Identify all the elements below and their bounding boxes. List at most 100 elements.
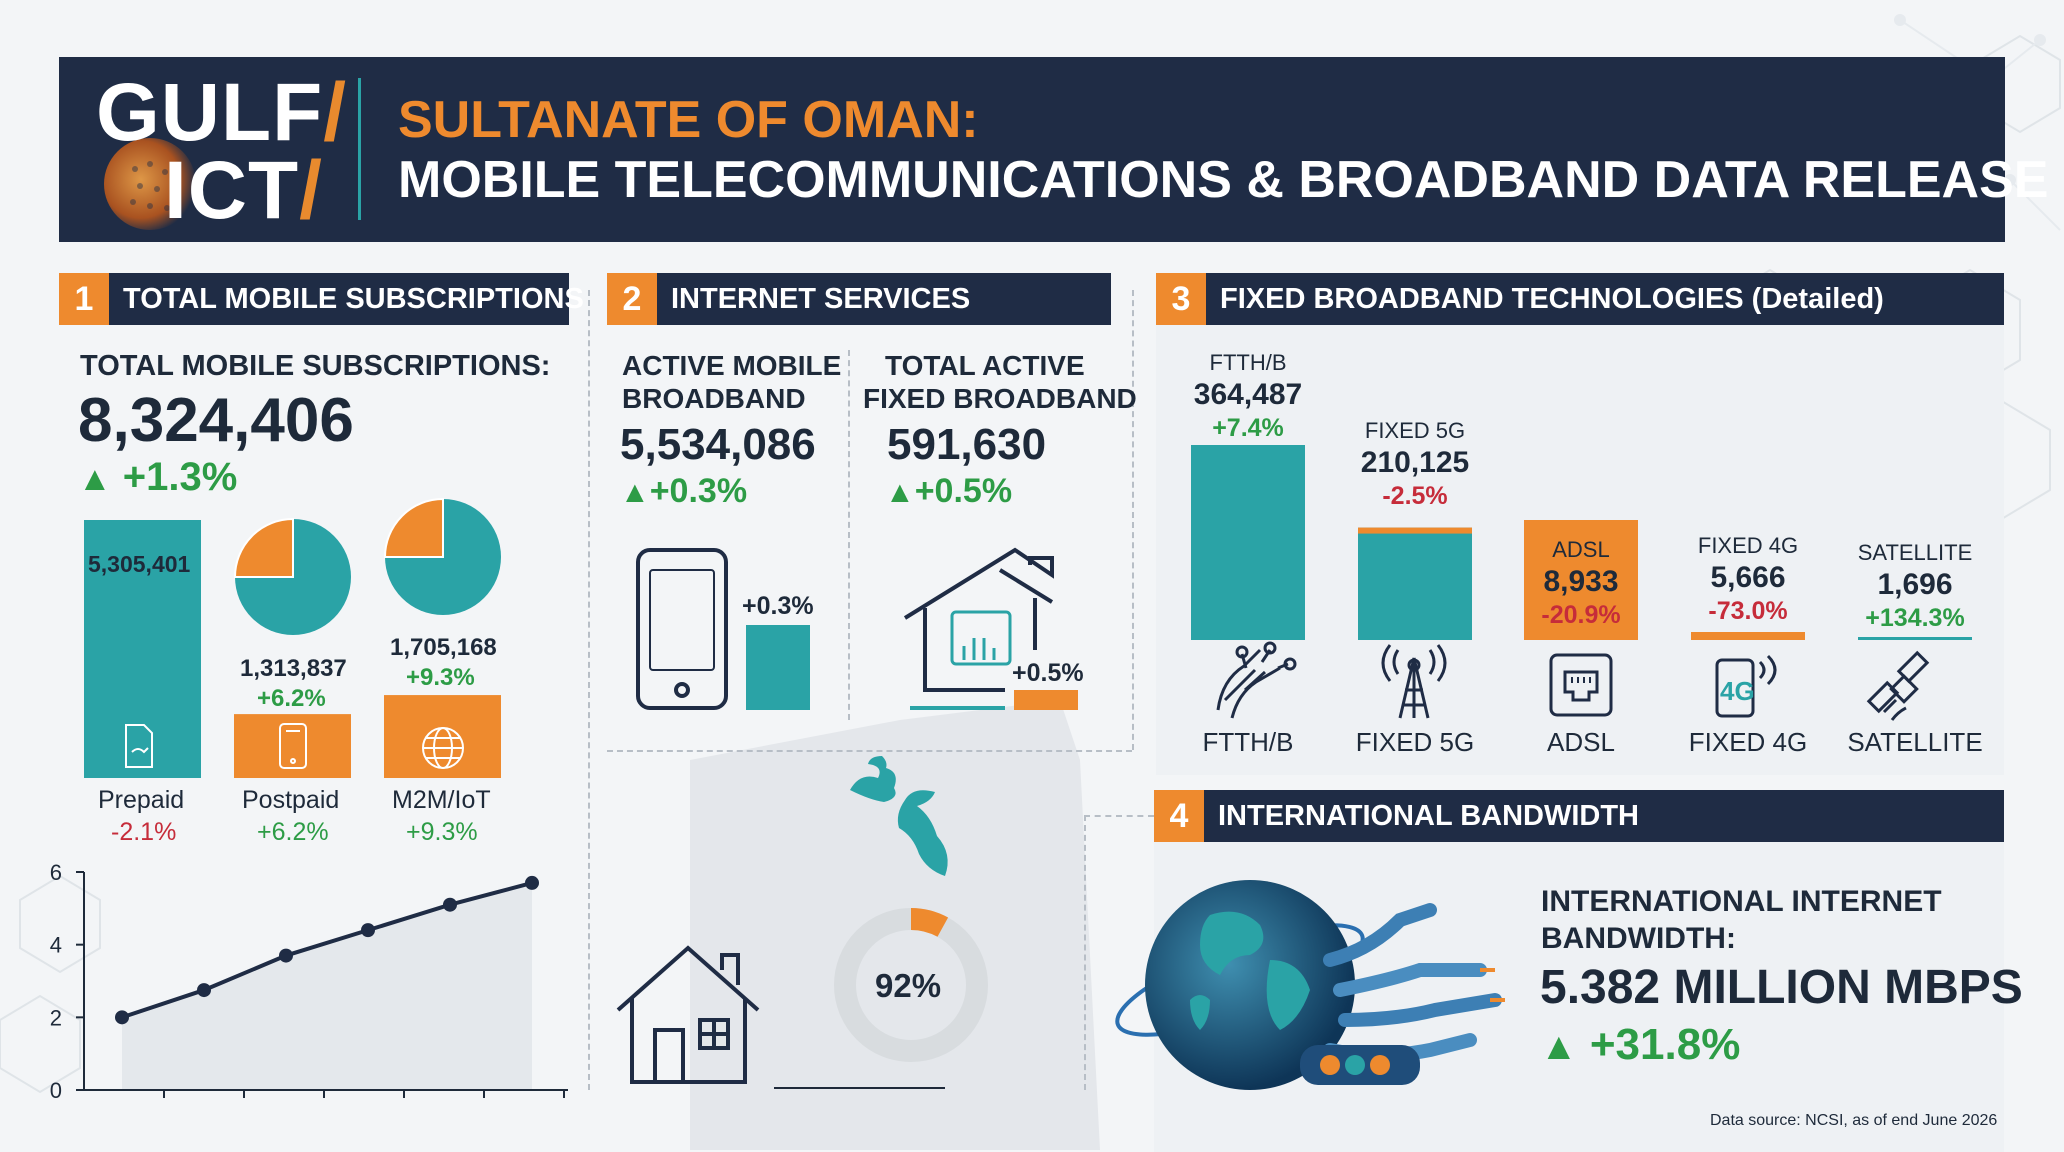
tech-value: 5,666 bbox=[1710, 561, 1786, 594]
tech-change: +7.4% bbox=[1212, 414, 1284, 442]
section-number: 3 bbox=[1156, 273, 1206, 325]
up-arrow-icon: ▲ bbox=[885, 476, 915, 509]
postpaid-value: 1,313,837 bbox=[240, 655, 347, 682]
globe-cables-icon bbox=[1115, 880, 1505, 1090]
map-shape-north bbox=[850, 756, 896, 802]
tech-label: FIXED 5G bbox=[1364, 418, 1466, 443]
section-2-header: 2 INTERNET SERVICES bbox=[607, 273, 1111, 325]
mobile-broadband-value: 5,534,086 bbox=[620, 420, 816, 469]
data-source-note: Data source: NCSI, as of end June 2026 bbox=[1710, 1112, 1998, 1129]
growth-line-chart: 0 2 4 6 bbox=[50, 860, 568, 1103]
mobile-broadband-label-2: BROADBAND bbox=[622, 383, 806, 414]
tech-bar-fixed-4g bbox=[1691, 632, 1805, 640]
section-3-header: 3 FIXED BROADBAND TECHNOLOGIES (Detailed… bbox=[1156, 273, 2004, 325]
up-arrow-icon: ▲ bbox=[1540, 1026, 1578, 1068]
globe-logo-icon bbox=[104, 138, 196, 230]
tech-caption: FIXED 4G bbox=[1688, 727, 1808, 757]
fiber-icon bbox=[1216, 641, 1297, 719]
section-4-divider bbox=[1084, 815, 1086, 1090]
tech-bar-ftth-b bbox=[1191, 445, 1305, 640]
header-divider bbox=[358, 78, 361, 220]
mobile-broadband-change: ▲+0.3% bbox=[620, 472, 748, 510]
fixed-broadband-change: ▲+0.5% bbox=[885, 472, 1013, 510]
prepaid-change: -2.1% bbox=[111, 818, 177, 846]
fixed-growth-bar bbox=[1014, 690, 1078, 710]
tower-icon bbox=[1381, 644, 1447, 719]
fixed-broadband-label-1: TOTAL ACTIVE bbox=[885, 350, 1085, 381]
tech-bar-adsl bbox=[1524, 520, 1638, 640]
subscription-bar-prepaid bbox=[84, 520, 201, 778]
smartphone-icon bbox=[636, 548, 728, 710]
tech-label: FIXED 4G bbox=[1697, 533, 1799, 558]
sim-card-icon bbox=[125, 724, 153, 768]
y-tick-label: 2 bbox=[50, 1005, 62, 1030]
prepaid-value: 5,305,401 bbox=[88, 551, 191, 577]
house-wifi-icon bbox=[903, 547, 1054, 710]
line-point-4 bbox=[361, 923, 375, 938]
postpaid-label: Postpaid bbox=[242, 786, 340, 814]
ethernet-port-icon bbox=[1549, 653, 1613, 717]
tech-change: -20.9% bbox=[1541, 601, 1621, 629]
line-point-5 bbox=[443, 897, 457, 912]
bandwidth-value: 5.382 MILLION MBPS bbox=[1540, 961, 2023, 1014]
m2m-label: M2M/IoT bbox=[392, 786, 491, 814]
left-column-divider bbox=[588, 290, 590, 1090]
postpaid-change: +6.2% bbox=[257, 818, 329, 846]
logo-ict-text: ICT/ bbox=[164, 145, 323, 236]
tech-change: +134.3% bbox=[1865, 604, 1965, 632]
page-title-line2: MOBILE TELECOMMUNICATIONS & BROADBAND DA… bbox=[398, 151, 2049, 209]
section-4-header: 4 INTERNATIONAL BANDWIDTH bbox=[1154, 790, 2004, 842]
pie-slice-postpaid bbox=[233, 517, 294, 578]
growth-line bbox=[121, 880, 533, 1020]
tech-caption: FTTH/B bbox=[1202, 727, 1294, 757]
tech-change: -2.5% bbox=[1382, 482, 1448, 510]
m2m-pie-chart bbox=[383, 497, 501, 615]
coverage-percent-label: 92% bbox=[875, 967, 942, 1004]
line-point-1 bbox=[115, 1010, 129, 1025]
tech-value: 364,487 bbox=[1193, 378, 1303, 411]
tech-caption: FIXED 5G bbox=[1355, 727, 1475, 757]
section-number: 2 bbox=[607, 273, 657, 325]
phone-4g-icon: 4G bbox=[1715, 654, 1777, 718]
tech-bar-satellite bbox=[1858, 637, 1972, 640]
total-subscriptions-label: TOTAL MOBILE SUBSCRIPTIONS: bbox=[80, 350, 551, 382]
bandwidth-change: ▲ +31.8% bbox=[1540, 1020, 1741, 1069]
y-tick-label: 0 bbox=[50, 1078, 62, 1103]
fixed-broadband-value: 591,630 bbox=[887, 420, 1047, 469]
coverage-donut-chart bbox=[834, 908, 988, 1062]
section-title: INTERNET SERVICES bbox=[671, 283, 971, 315]
m2m-value-change: +9.3% bbox=[406, 664, 475, 691]
line-point-2 bbox=[197, 983, 211, 998]
home-icon bbox=[616, 945, 760, 1084]
tech-caption: ADSL bbox=[1547, 727, 1615, 757]
map-shape-south bbox=[897, 790, 948, 876]
globe-icon bbox=[422, 727, 464, 769]
postpaid-pie-chart bbox=[233, 517, 351, 635]
section-number: 1 bbox=[59, 273, 109, 325]
tech-value: 210,125 bbox=[1360, 446, 1470, 479]
mobile-growth-bar bbox=[746, 625, 810, 710]
postpaid-value-change: +6.2% bbox=[257, 685, 326, 712]
donut-remaining-segment bbox=[910, 908, 949, 938]
tech-value: 1,696 bbox=[1877, 568, 1953, 601]
total-subscriptions-value: 8,324,406 bbox=[78, 386, 354, 455]
section-2-divider bbox=[848, 350, 850, 720]
page-title-line1: SULTANATE OF OMAN: bbox=[398, 91, 979, 149]
section-4-divider-top bbox=[1084, 815, 1154, 817]
middle-column-divider bbox=[1132, 290, 1134, 750]
m2m-change: +9.3% bbox=[406, 818, 478, 846]
tech-label: FTTH/B bbox=[1209, 350, 1287, 375]
section-title: TOTAL MOBILE SUBSCRIPTIONS bbox=[123, 283, 584, 315]
tech-change: -73.0% bbox=[1708, 597, 1788, 625]
line-area-fill bbox=[122, 882, 532, 1090]
section-number: 4 bbox=[1154, 790, 1204, 842]
section-1-header: 1 TOTAL MOBILE SUBSCRIPTIONS bbox=[59, 273, 584, 325]
fixed-broadband-label-2: FIXED BROADBAND bbox=[863, 383, 1137, 414]
tech-label: SATELLITE bbox=[1857, 540, 1973, 565]
logo-gulf-text: GULF/ bbox=[96, 67, 347, 158]
section-title: FIXED BROADBAND TECHNOLOGIES (Detailed) bbox=[1220, 283, 1884, 315]
total-subscriptions-change: ▲ +1.3% bbox=[78, 455, 238, 499]
